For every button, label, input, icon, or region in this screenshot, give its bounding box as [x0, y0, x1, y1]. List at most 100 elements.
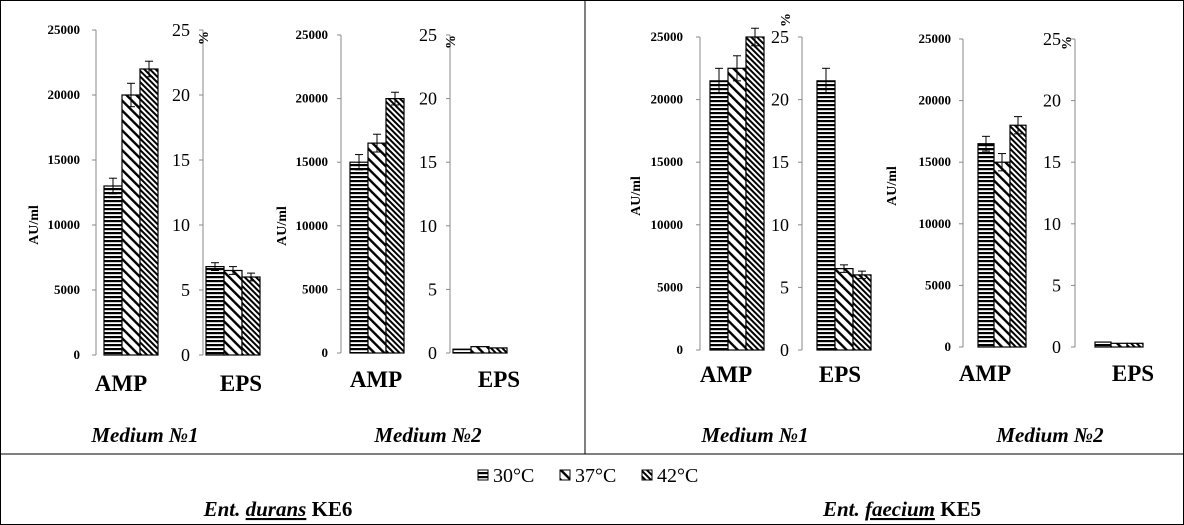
right-tick-label: 15	[172, 150, 190, 170]
left-tick-label: 0	[945, 339, 952, 354]
right-tick-label: 5	[1052, 275, 1061, 295]
panel-title: Medium №1	[90, 423, 198, 447]
category-label: EPS	[819, 362, 861, 387]
bar	[121, 94, 141, 356]
right-tick-label: 5	[428, 279, 437, 299]
right-tick-label: 0	[780, 340, 789, 360]
right-tick-label: 15	[1043, 152, 1061, 172]
left-tick-label: 15000	[48, 152, 81, 167]
right-tick-label: 15	[771, 152, 789, 172]
bar	[470, 346, 490, 354]
right-tick-label: 10	[1043, 214, 1061, 234]
left-tick-label: 5000	[925, 277, 951, 292]
right-tick-label: 25	[172, 20, 190, 40]
left-axis-label: AU/ml	[629, 176, 644, 216]
left-tick-label: 25000	[651, 29, 684, 44]
left-axis-label: AU/ml	[885, 166, 900, 206]
left-tick-label: 0	[74, 347, 81, 362]
left-tick-label: 10000	[296, 218, 329, 233]
panel-title: Medium №2	[995, 423, 1104, 447]
right-tick-label: 0	[428, 343, 437, 363]
left-tick-label: 0	[677, 342, 684, 357]
left-tick-label: 15000	[919, 154, 952, 169]
bar	[745, 36, 765, 351]
right-tick-label: 20	[419, 89, 437, 109]
caption-species: durans	[246, 497, 307, 521]
chart-panel: 0 5000 10000 15000 20000 25000 0 5 10 15 20 25 AU/ml…	[629, 13, 872, 447]
chart-panel: 0 5000 10000 15000 20000 25000 0 5 10 15 20 25 AU/ml…	[885, 29, 1154, 447]
bar	[385, 97, 405, 354]
bar	[241, 276, 261, 356]
bar	[1094, 341, 1112, 348]
right-tick-label: 10	[771, 215, 789, 235]
left-tick-label: 25000	[48, 22, 81, 37]
bar	[452, 348, 472, 354]
legend-swatch-42c	[641, 469, 653, 481]
right-tick-label: 25	[419, 25, 437, 45]
right-tick-label: 20	[172, 85, 190, 105]
panel-title: Medium №2	[373, 423, 482, 447]
left-tick-label: 10000	[919, 216, 952, 231]
caption-code: KE6	[312, 497, 353, 521]
strain-caption-faecium: Ent. faecium KE5	[822, 497, 981, 521]
left-tick-label: 5000	[54, 282, 80, 297]
bar	[349, 161, 369, 354]
right-tick-label: 20	[771, 90, 789, 110]
category-label: AMP	[700, 362, 752, 387]
left-tick-label: 20000	[296, 91, 329, 106]
right-tick-label: 20	[1043, 91, 1061, 111]
bar	[1126, 342, 1144, 348]
right-axis-label: %	[197, 31, 212, 45]
bar	[367, 142, 387, 354]
bar	[223, 269, 243, 356]
left-tick-label: 5000	[302, 281, 328, 296]
left-tick-label: 15000	[296, 154, 329, 169]
left-tick-label: 20000	[651, 92, 684, 107]
bar	[816, 80, 836, 351]
left-tick-label: 20000	[919, 93, 952, 108]
category-label: AMP	[95, 371, 147, 396]
category-label: AMP	[350, 367, 402, 392]
caption-species: faecium	[865, 497, 935, 521]
right-axis-label: %	[779, 13, 794, 27]
bar	[139, 68, 159, 356]
right-tick-label: 0	[1052, 337, 1061, 357]
legend-swatch-37c	[559, 469, 571, 481]
legend-item: 42°C	[641, 465, 698, 487]
bar	[1110, 342, 1128, 348]
bar	[852, 274, 872, 351]
right-tick-label: 10	[419, 216, 437, 236]
left-tick-label: 0	[322, 345, 329, 360]
bar	[1009, 124, 1027, 348]
right-tick-label: 25	[771, 27, 789, 47]
category-label: AMP	[959, 361, 1011, 386]
chart-panel: 0 5000 10000 15000 20000 25000 0 5 10 15 20 25 AU/ml…	[27, 20, 262, 447]
legend-swatch-30c	[477, 469, 489, 481]
right-tick-label: 5	[780, 277, 789, 297]
legend-item: 37°C	[559, 465, 616, 487]
bar	[993, 161, 1011, 348]
caption-genus: Ent.	[822, 497, 860, 521]
legend-label: 30°C	[493, 465, 534, 487]
caption-code: KE5	[940, 497, 981, 521]
panel-title: Medium №1	[700, 423, 808, 447]
bar	[488, 347, 508, 354]
left-tick-label: 25000	[919, 31, 952, 46]
left-axis-label: AU/ml	[27, 205, 42, 245]
right-axis-label: %	[444, 35, 459, 49]
right-axis-label: %	[1060, 36, 1075, 50]
right-tick-label: 25	[1043, 29, 1061, 49]
bar	[727, 67, 747, 351]
right-tick-label: 10	[172, 215, 190, 235]
bar	[205, 266, 225, 356]
left-tick-label: 15000	[651, 154, 684, 169]
category-label: EPS	[1112, 361, 1154, 386]
category-label: EPS	[220, 371, 262, 396]
bar	[834, 268, 854, 351]
strain-caption-durans: Ent. durans KE6	[203, 497, 353, 521]
bar	[977, 143, 995, 348]
legend-label: 37°C	[575, 465, 616, 487]
left-tick-label: 25000	[296, 27, 329, 42]
bar	[709, 80, 729, 351]
left-tick-label: 5000	[657, 279, 683, 294]
